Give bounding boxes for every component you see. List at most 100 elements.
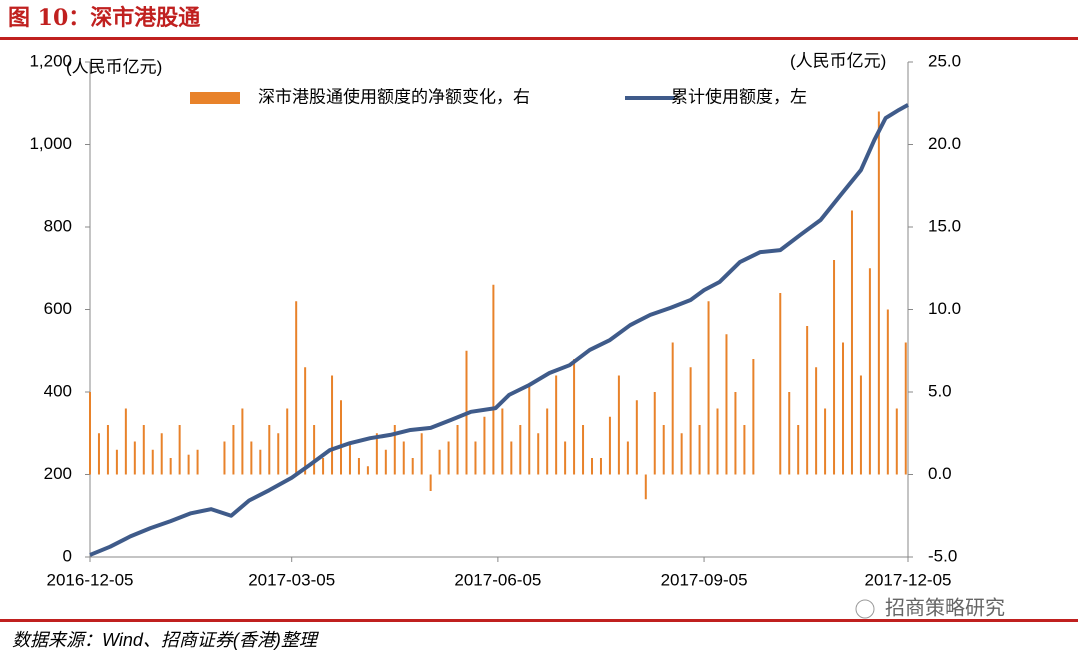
header-rule [0, 37, 1078, 40]
y-unit: (人民币亿元) [66, 57, 162, 76]
x-tick-label: 2017-09-05 [661, 570, 748, 589]
bar [689, 367, 692, 475]
bar [528, 383, 531, 475]
bar [295, 301, 298, 475]
bar [133, 441, 136, 475]
bar [142, 425, 145, 475]
bar [429, 474, 432, 491]
x-tick-label: 2017-03-05 [248, 570, 335, 589]
bar [286, 408, 289, 475]
bar [124, 408, 127, 475]
bar [313, 425, 316, 475]
bar [886, 309, 889, 475]
bar [402, 441, 405, 475]
legend-label: 深市港股通使用额度的净额变化，右 [258, 86, 530, 106]
bar [420, 433, 423, 475]
bar [115, 449, 118, 475]
bar [824, 408, 827, 475]
line [89, 103, 909, 557]
y2-tick-label: 25.0 [928, 51, 961, 70]
x-tick-label: 2016-12-05 [47, 570, 134, 589]
y2-tick-label: 5.0 [928, 381, 952, 400]
bar [438, 449, 441, 475]
x-tick-label: 2017-12-05 [865, 570, 952, 589]
bar [680, 433, 683, 475]
bar [348, 441, 351, 475]
bar [582, 425, 585, 475]
bar [842, 342, 845, 475]
bar [877, 111, 880, 475]
bar [725, 334, 728, 475]
footer-rule [0, 619, 1078, 622]
bar [635, 400, 638, 475]
bar [151, 449, 154, 475]
watermark-icon [855, 599, 875, 619]
bar [277, 433, 280, 475]
bar [169, 458, 172, 475]
bar [815, 367, 818, 475]
y-tick-label: 1,000 [29, 134, 72, 153]
y-tick-label: 200 [44, 464, 72, 483]
bar [797, 425, 800, 475]
bar [510, 441, 513, 475]
bar [250, 441, 253, 475]
bar [393, 425, 396, 475]
source-note: 数据来源：Wind、招商证券(香港)整理 [12, 630, 320, 650]
y2-tick-label: 10.0 [928, 299, 961, 318]
bar [555, 375, 558, 475]
bar [196, 449, 199, 475]
bar [268, 425, 271, 475]
bar [599, 458, 602, 475]
y-tick-label: 800 [44, 216, 72, 235]
bar [519, 425, 522, 475]
bar [617, 375, 620, 475]
bar [89, 392, 91, 475]
watermark: 招商策略研究 [885, 596, 1005, 619]
bar [895, 408, 898, 475]
bar [474, 441, 477, 475]
bar [456, 425, 459, 475]
bar [859, 375, 862, 475]
y2-tick-label: -5.0 [928, 546, 957, 565]
page-title: 图 10：深市港股通 [8, 5, 200, 31]
y2-tick-label: 15.0 [928, 216, 961, 235]
bar [483, 416, 486, 475]
bar [178, 425, 181, 475]
bar [537, 433, 540, 475]
bar [573, 359, 576, 475]
bar [850, 210, 853, 475]
bar [716, 408, 719, 475]
y-tick-label: 600 [44, 299, 72, 318]
bar [187, 454, 190, 475]
bar [833, 260, 836, 475]
bar [241, 408, 244, 475]
y-tick-label: 400 [44, 381, 72, 400]
bar [788, 392, 791, 475]
bar [806, 326, 809, 475]
bar [223, 441, 226, 475]
bar [106, 425, 109, 475]
bar [662, 425, 665, 475]
y2-tick-label: 20.0 [928, 134, 961, 153]
y-tick-label: 0 [63, 546, 72, 565]
bar [904, 342, 907, 475]
y2-tick-label: 0.0 [928, 464, 952, 483]
y2-unit: (人民币亿元) [790, 51, 886, 70]
bar [734, 392, 737, 475]
y-tick-label: 1,200 [29, 51, 72, 70]
bar [644, 474, 647, 500]
bar [232, 425, 235, 475]
bar [340, 400, 343, 475]
bar [259, 449, 262, 475]
bar [331, 375, 334, 475]
bar [546, 408, 549, 475]
bar [752, 359, 755, 475]
bar [671, 342, 674, 475]
bar [743, 425, 746, 475]
bar [411, 458, 414, 475]
bar [868, 268, 871, 475]
bar [608, 416, 611, 475]
x-tick-label: 2017-06-05 [454, 570, 541, 589]
legend-swatch [190, 92, 240, 104]
